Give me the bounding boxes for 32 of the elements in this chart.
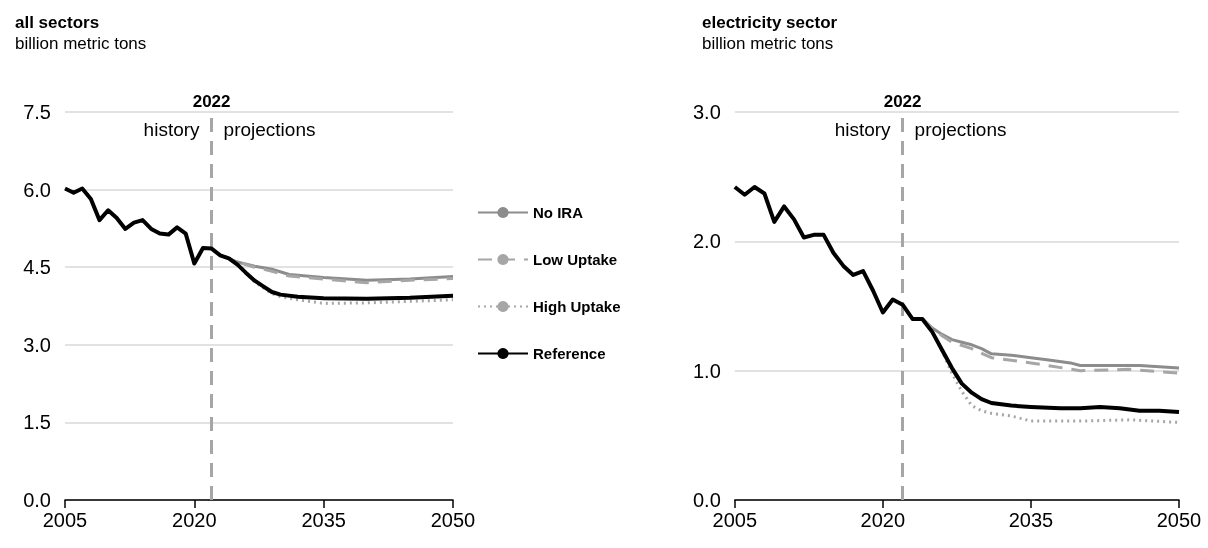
annotation: projections [914,119,1007,140]
legend-label: Low Uptake [533,251,618,268]
x-tick-label: 2035 [1008,509,1054,531]
legend-label: High Uptake [533,298,621,315]
y-tick-label: 3.0 [23,333,51,356]
y-tick-label: 4.5 [23,256,51,279]
y-tick-label: 6.0 [23,178,51,201]
annotation: history [834,119,892,140]
chart-title: all sectors [15,13,100,32]
annotation: projections [223,119,316,140]
ref-line-label: 2022 [883,92,922,111]
y-tick-label: 2.0 [692,230,721,253]
x-tick-label: 2005 [42,509,88,531]
annotation: history [143,119,201,140]
x-tick-label: 2020 [172,509,217,531]
y-tick-label: 0.0 [23,489,51,511]
legend-label: Reference [533,345,606,362]
chart-subtitle: billion metric tons [15,34,147,53]
y-tick-label: 3.0 [692,101,721,123]
y-tick-label: 1.0 [692,359,721,382]
x-tick-label: 2020 [860,509,906,531]
y-tick-label: 7.5 [23,101,51,123]
x-tick-label: 2005 [712,509,758,531]
x-tick-label: 2035 [301,509,346,531]
x-tick-label: 2050 [1156,509,1202,531]
chart-subtitle: billion metric tons [702,34,834,53]
legend-label: No IRA [533,204,584,221]
x-tick-label: 2050 [430,509,476,531]
y-tick-label: 1.5 [23,411,51,434]
chart-title: electricity sector [702,13,838,32]
y-tick-label: 0.0 [692,489,721,511]
ref-line-label: 2022 [192,92,231,111]
